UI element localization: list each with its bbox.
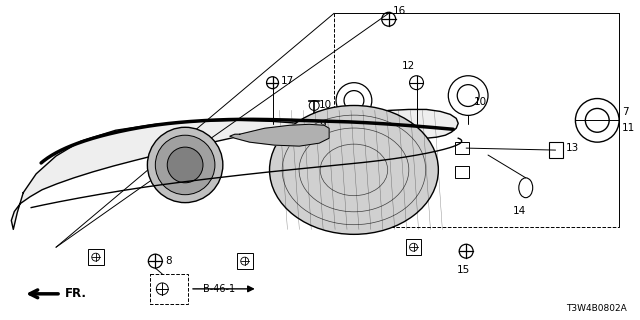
Text: 8: 8 [165,256,172,266]
Text: 15: 15 [456,265,470,275]
Bar [455,166,469,178]
Circle shape [147,127,223,203]
Text: 17: 17 [280,76,294,86]
Text: 9: 9 [319,120,326,130]
Text: 16: 16 [393,6,406,16]
Bar [150,274,188,304]
Circle shape [167,147,203,183]
Text: 14: 14 [513,206,527,216]
Text: 10: 10 [319,100,332,110]
Bar [406,239,422,255]
Bar [237,253,253,269]
Circle shape [156,135,215,195]
Bar [548,142,563,158]
Text: 13: 13 [566,143,579,153]
Text: 12: 12 [402,61,415,71]
Text: FR.: FR. [65,287,87,300]
Text: 10: 10 [474,97,487,107]
Text: T3W4B0802A: T3W4B0802A [566,304,627,313]
Text: 11: 11 [622,123,636,133]
Polygon shape [12,109,458,229]
Text: B-46-1: B-46-1 [203,284,235,294]
Bar [88,249,104,265]
Bar [455,142,469,154]
Text: 7: 7 [622,108,628,117]
Polygon shape [230,124,329,146]
Ellipse shape [269,106,438,234]
